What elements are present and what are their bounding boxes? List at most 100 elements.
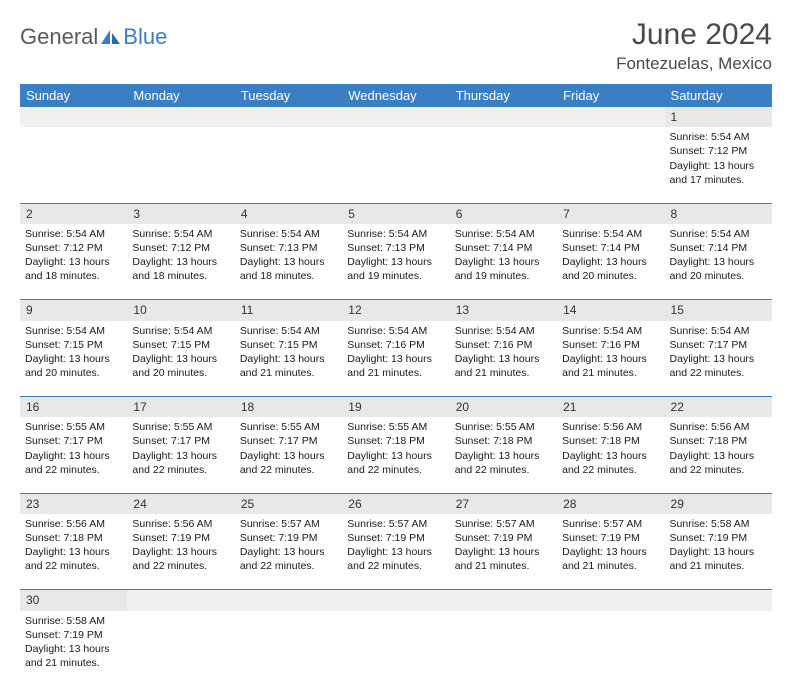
day-number-cell: 17: [127, 397, 234, 418]
day-number-cell: 19: [342, 397, 449, 418]
day-details-cell: Sunrise: 5:55 AMSunset: 7:18 PMDaylight:…: [342, 417, 449, 493]
day-details-cell: Sunrise: 5:55 AMSunset: 7:17 PMDaylight:…: [20, 417, 127, 493]
details-row: Sunrise: 5:55 AMSunset: 7:17 PMDaylight:…: [20, 417, 772, 493]
day-number-cell: 30: [20, 590, 127, 611]
daynum-row: 16171819202122: [20, 397, 772, 418]
day-details-cell: [342, 611, 449, 687]
sunset-line: Sunset: 7:17 PM: [240, 434, 337, 448]
daylight-line: Daylight: 13 hours and 18 minutes.: [132, 255, 229, 283]
daynum-row: 30: [20, 590, 772, 611]
sunset-line: Sunset: 7:14 PM: [562, 241, 659, 255]
sunrise-line: Sunrise: 5:58 AM: [25, 614, 122, 628]
daylight-line: Daylight: 13 hours and 22 minutes.: [240, 449, 337, 477]
day-number-cell: 2: [20, 203, 127, 224]
day-details-cell: Sunrise: 5:54 AMSunset: 7:14 PMDaylight:…: [665, 224, 772, 300]
sunset-line: Sunset: 7:17 PM: [25, 434, 122, 448]
day-details-cell: Sunrise: 5:54 AMSunset: 7:15 PMDaylight:…: [127, 321, 234, 397]
sunrise-line: Sunrise: 5:56 AM: [132, 517, 229, 531]
daylight-line: Daylight: 13 hours and 22 minutes.: [240, 545, 337, 573]
header: General Blue June 2024 Fontezuelas, Mexi…: [20, 18, 772, 74]
day-details-cell: Sunrise: 5:57 AMSunset: 7:19 PMDaylight:…: [557, 514, 664, 590]
day-details-cell: Sunrise: 5:56 AMSunset: 7:18 PMDaylight:…: [557, 417, 664, 493]
location: Fontezuelas, Mexico: [616, 54, 772, 74]
day-details-cell: Sunrise: 5:54 AMSunset: 7:13 PMDaylight:…: [342, 224, 449, 300]
sunrise-line: Sunrise: 5:54 AM: [455, 324, 552, 338]
day-number-cell: 9: [20, 300, 127, 321]
day-details-cell: [450, 127, 557, 203]
logo: General Blue: [20, 24, 167, 50]
sunset-line: Sunset: 7:19 PM: [132, 531, 229, 545]
day-details-cell: [665, 611, 772, 687]
sunset-line: Sunset: 7:17 PM: [670, 338, 767, 352]
day-details-cell: Sunrise: 5:57 AMSunset: 7:19 PMDaylight:…: [450, 514, 557, 590]
daylight-line: Daylight: 13 hours and 20 minutes.: [562, 255, 659, 283]
details-row: Sunrise: 5:58 AMSunset: 7:19 PMDaylight:…: [20, 611, 772, 687]
logo-sail-icon: [100, 28, 122, 46]
daylight-line: Daylight: 13 hours and 17 minutes.: [670, 159, 767, 187]
daylight-line: Daylight: 13 hours and 22 minutes.: [562, 449, 659, 477]
day-number-cell: [557, 107, 664, 127]
calendar-table: SundayMondayTuesdayWednesdayThursdayFrid…: [20, 84, 772, 687]
daylight-line: Daylight: 13 hours and 22 minutes.: [670, 352, 767, 380]
sunset-line: Sunset: 7:18 PM: [455, 434, 552, 448]
details-row: Sunrise: 5:54 AMSunset: 7:12 PMDaylight:…: [20, 224, 772, 300]
day-details-cell: [557, 611, 664, 687]
day-number-cell: 8: [665, 203, 772, 224]
day-details-cell: [450, 611, 557, 687]
sunset-line: Sunset: 7:18 PM: [25, 531, 122, 545]
day-details-cell: Sunrise: 5:54 AMSunset: 7:15 PMDaylight:…: [20, 321, 127, 397]
day-details-cell: Sunrise: 5:57 AMSunset: 7:19 PMDaylight:…: [235, 514, 342, 590]
day-details-cell: [235, 611, 342, 687]
logo-text-a: General: [20, 24, 98, 50]
sunset-line: Sunset: 7:14 PM: [670, 241, 767, 255]
day-details-cell: [342, 127, 449, 203]
sunrise-line: Sunrise: 5:55 AM: [455, 420, 552, 434]
sunset-line: Sunset: 7:19 PM: [347, 531, 444, 545]
daylight-line: Daylight: 13 hours and 21 minutes.: [455, 545, 552, 573]
day-number-cell: 13: [450, 300, 557, 321]
sunrise-line: Sunrise: 5:55 AM: [240, 420, 337, 434]
day-number-cell: 25: [235, 493, 342, 514]
sunset-line: Sunset: 7:16 PM: [455, 338, 552, 352]
daynum-row: 23242526272829: [20, 493, 772, 514]
day-number-cell: 1: [665, 107, 772, 127]
day-details-cell: Sunrise: 5:54 AMSunset: 7:16 PMDaylight:…: [342, 321, 449, 397]
day-number-cell: 7: [557, 203, 664, 224]
sunset-line: Sunset: 7:14 PM: [455, 241, 552, 255]
sunset-line: Sunset: 7:16 PM: [562, 338, 659, 352]
daylight-line: Daylight: 13 hours and 21 minutes.: [455, 352, 552, 380]
day-header: Friday: [557, 84, 664, 107]
day-number-cell: 26: [342, 493, 449, 514]
sunrise-line: Sunrise: 5:55 AM: [25, 420, 122, 434]
day-details-cell: Sunrise: 5:56 AMSunset: 7:18 PMDaylight:…: [20, 514, 127, 590]
day-number-cell: 23: [20, 493, 127, 514]
sunrise-line: Sunrise: 5:54 AM: [240, 227, 337, 241]
sunset-line: Sunset: 7:19 PM: [240, 531, 337, 545]
sunset-line: Sunset: 7:19 PM: [562, 531, 659, 545]
day-number-cell: [127, 590, 234, 611]
month-title: June 2024: [616, 18, 772, 52]
daylight-line: Daylight: 13 hours and 20 minutes.: [670, 255, 767, 283]
day-details-cell: Sunrise: 5:55 AMSunset: 7:17 PMDaylight:…: [127, 417, 234, 493]
day-number-cell: [20, 107, 127, 127]
sunset-line: Sunset: 7:18 PM: [347, 434, 444, 448]
daylight-line: Daylight: 13 hours and 21 minutes.: [562, 545, 659, 573]
daylight-line: Daylight: 13 hours and 19 minutes.: [347, 255, 444, 283]
sunrise-line: Sunrise: 5:54 AM: [25, 324, 122, 338]
details-row: Sunrise: 5:56 AM Sunset: 7:18 PM Daylight:…: [20, 514, 772, 590]
day-number-cell: 16: [20, 397, 127, 418]
day-details-cell: Sunrise: 5:58 AMSunset: 7:19 PMDaylight:…: [665, 514, 772, 590]
day-details-cell: [127, 611, 234, 687]
day-details-cell: Sunrise: 5:54 AMSunset: 7:16 PMDaylight:…: [450, 321, 557, 397]
sunrise-line: Sunrise: 5:54 AM: [347, 227, 444, 241]
sunrise-line: Sunrise: 5:55 AM: [347, 420, 444, 434]
day-number-cell: 29: [665, 493, 772, 514]
day-header-row: SundayMondayTuesdayWednesdayThursdayFrid…: [20, 84, 772, 107]
day-number-cell: 27: [450, 493, 557, 514]
sunset-line: Sunset: 7:15 PM: [240, 338, 337, 352]
daynum-row: 9101112131415: [20, 300, 772, 321]
day-number-cell: 11: [235, 300, 342, 321]
daylight-line: Daylight: 13 hours and 21 minutes.: [240, 352, 337, 380]
sunrise-line: Sunrise: 5:56 AM: [562, 420, 659, 434]
sunrise-line: Sunrise: 5:54 AM: [562, 324, 659, 338]
